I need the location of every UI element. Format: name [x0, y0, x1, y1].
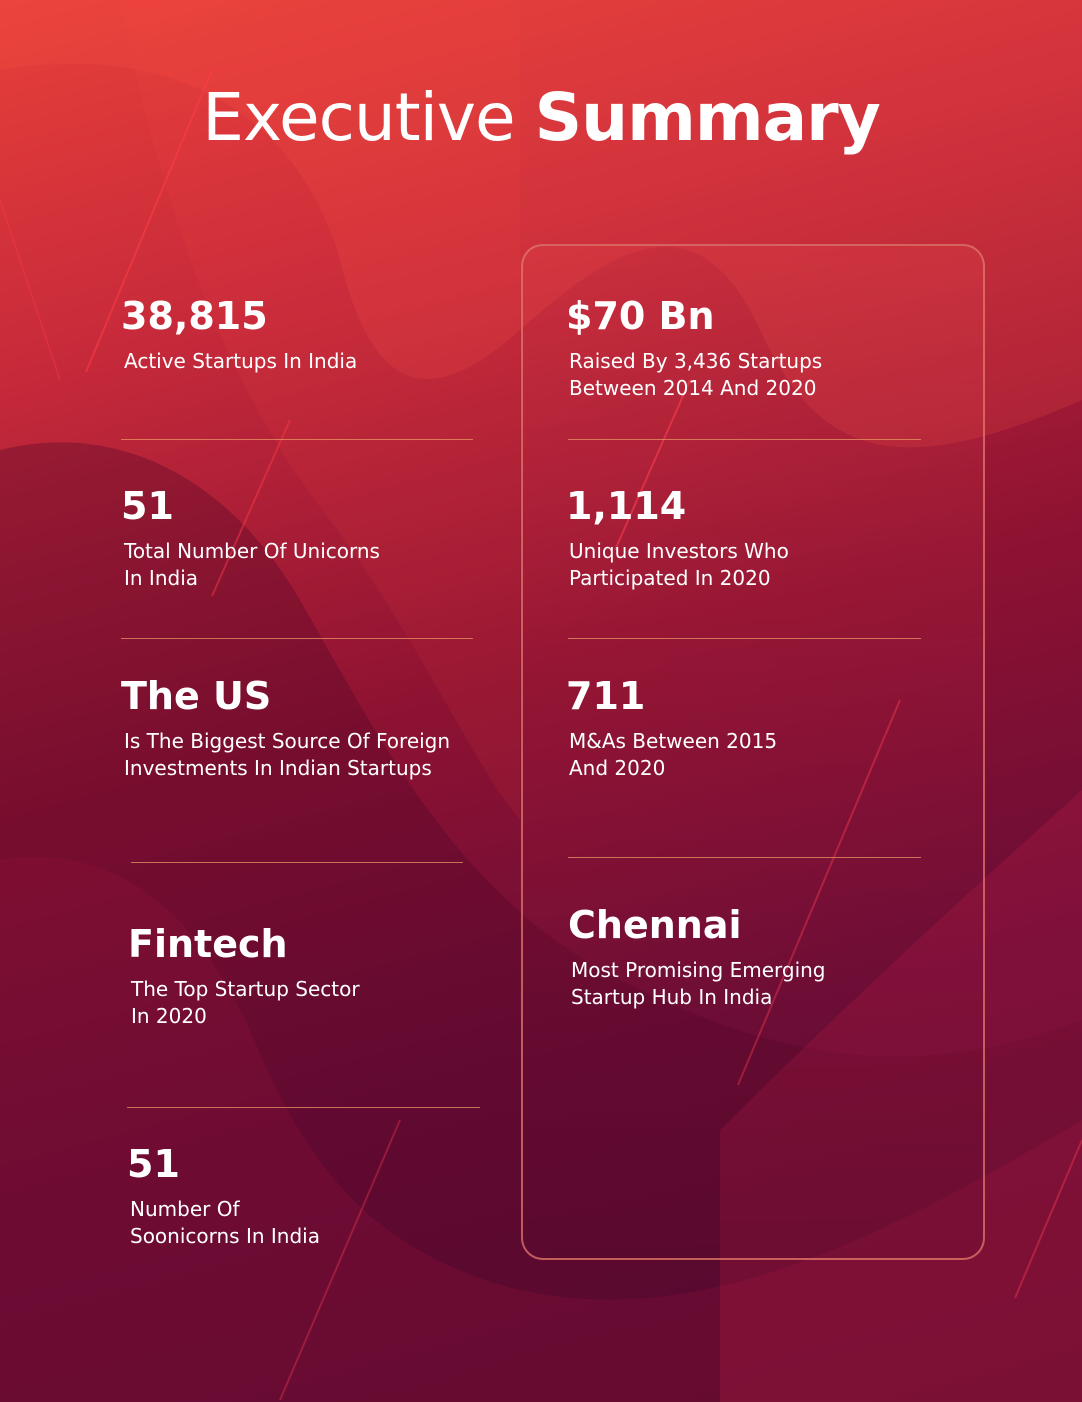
stat-funding-raised: $70 Bn Raised By 3,436 Startups Between … — [566, 294, 839, 402]
stat-unicorns: 51 Total Number Of Unicorns In India — [121, 484, 394, 592]
stat-foreign-investment: The US Is The Biggest Source Of Foreign … — [121, 674, 464, 782]
title-light: Executive — [202, 79, 515, 156]
stat-description: Number Of Soonicorns In India — [130, 1197, 320, 1248]
stat-value: The US — [121, 674, 272, 718]
divider — [127, 1107, 480, 1108]
stat-value: $70 Bn — [566, 294, 715, 338]
divider — [568, 439, 921, 440]
stat-value: 711 — [566, 674, 646, 718]
stat-emerging-hub: Chennai Most Promising Emerging Startup … — [568, 903, 851, 1011]
stat-description: Active Startups In India — [124, 349, 358, 373]
stat-value: Fintech — [128, 922, 288, 966]
stat-mergers-acquisitions: 711 M&As Between 2015 And 2020 — [566, 674, 789, 782]
stat-value: 1,114 — [566, 484, 687, 528]
stat-description: Most Promising Emerging Startup Hub In I… — [571, 958, 826, 1009]
highlight-panel — [521, 244, 985, 1260]
stat-value: 38,815 — [121, 294, 268, 338]
stat-description: Total Number Of Unicorns In India — [124, 539, 380, 590]
stat-soonicorns: 51 Number Of Soonicorns In India — [127, 1142, 340, 1250]
stat-unique-investors: 1,114 Unique Investors Who Participated … — [566, 484, 809, 592]
page-title: Executive Summary — [0, 78, 1082, 158]
stat-value: 51 — [127, 1142, 180, 1186]
divider — [121, 439, 473, 440]
stat-description: The Top Startup Sector In 2020 — [131, 977, 360, 1028]
stat-value: 51 — [121, 484, 174, 528]
stat-description: M&As Between 2015 And 2020 — [569, 729, 778, 780]
stat-value: Chennai — [568, 903, 742, 947]
stat-description: Raised By 3,436 Startups Between 2014 An… — [569, 349, 823, 400]
divider — [121, 638, 473, 639]
title-bold: Summary — [534, 79, 881, 156]
divider — [131, 862, 463, 863]
stat-top-sector: Fintech The Top Startup Sector In 2020 — [128, 922, 381, 1030]
divider — [568, 857, 921, 858]
stat-description: Is The Biggest Source Of Foreign Investm… — [124, 729, 451, 780]
divider — [568, 638, 921, 639]
stat-description: Unique Investors Who Participated In 202… — [569, 539, 789, 590]
stat-active-startups: 38,815 Active Startups In India — [121, 294, 484, 375]
